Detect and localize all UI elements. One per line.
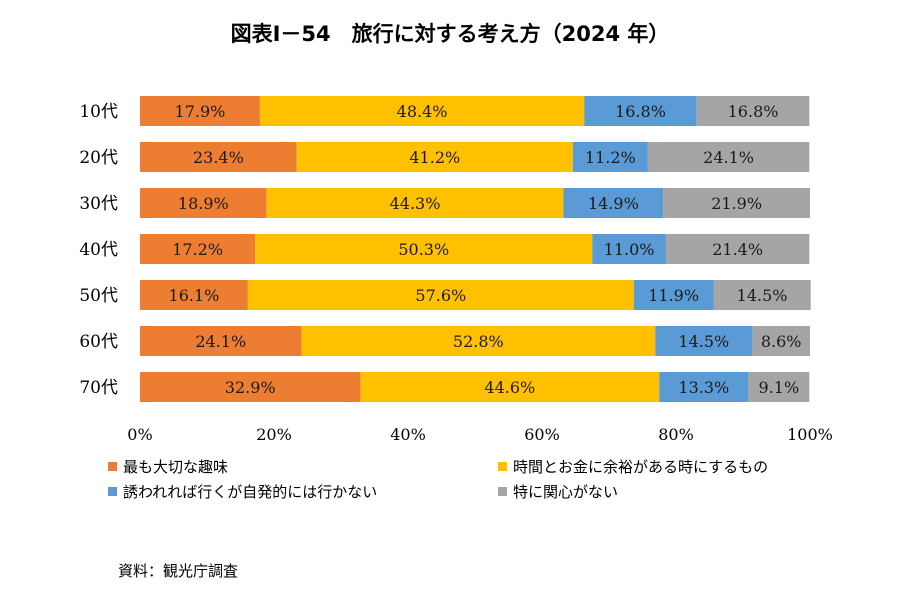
bar-segment <box>696 96 810 126</box>
legend: 最も大切な趣味 時間とお金に余裕がある時にするもの誘われれば行くが自発的には行かな… <box>108 456 868 502</box>
bar-segment <box>655 326 753 356</box>
legend-label: 特に関心がない <box>513 483 619 501</box>
data-label: 21.9% <box>711 194 762 213</box>
data-label: 21.4% <box>712 240 763 259</box>
stacked-bar-chart: 17.9% 48.4% 16.8% 16.8% 23.4% 41.2% 11.2% 24.1%… <box>79 96 833 444</box>
legend-item: 特に関心がない <box>498 481 868 502</box>
category-label: 10代 <box>79 102 118 122</box>
data-label: 44.6% <box>484 378 535 397</box>
bar-segment <box>140 280 248 310</box>
bar-segment <box>633 280 714 310</box>
data-label: 17.9% <box>175 102 226 121</box>
bar-segment <box>140 372 361 402</box>
category-label: 60代 <box>79 332 118 352</box>
category-label: 30代 <box>79 194 118 214</box>
data-label: 24.1% <box>195 332 246 351</box>
bar-segment <box>752 326 810 356</box>
bar-segment <box>713 280 811 310</box>
x-tick-label: 80% <box>658 425 694 444</box>
x-tick-label: 0% <box>127 425 152 444</box>
data-label: 17.2% <box>172 240 223 259</box>
data-label: 14.5% <box>737 286 788 305</box>
bar-segment <box>659 372 749 402</box>
data-label: 16.1% <box>169 286 220 305</box>
legend-item: 時間とお金に余裕がある時にするもの <box>498 456 868 477</box>
data-label: 13.3% <box>678 378 729 397</box>
data-label: 11.0% <box>604 240 655 259</box>
x-tick-labels: 0% 20% 40% 60% 80% 100% <box>127 425 833 444</box>
x-tick-label: 100% <box>787 425 833 444</box>
bar-segment <box>259 96 585 126</box>
bar-segment <box>665 234 810 264</box>
bar-segment <box>140 96 260 126</box>
bar-segment <box>140 326 302 356</box>
data-label: 18.9% <box>178 194 229 213</box>
legend-item: 最も大切な趣味 <box>108 456 498 477</box>
x-tick-label: 40% <box>390 425 426 444</box>
data-label: 14.5% <box>678 332 729 351</box>
bar-segment <box>647 142 810 172</box>
bar-segment <box>140 142 297 172</box>
x-tick-label: 20% <box>256 425 292 444</box>
category-labels: 10代 20代 30代 40代 50代 60代 70代 <box>79 102 118 398</box>
legend-label: 時間とお金に余裕がある時にするもの <box>513 458 769 476</box>
data-label: 52.8% <box>453 332 504 351</box>
data-label: 23.4% <box>193 148 244 167</box>
data-label: 14.9% <box>588 194 639 213</box>
legend-label: 誘われれば行くが自発的には行かない <box>123 483 378 501</box>
data-label: 8.6% <box>761 332 802 351</box>
bar-segment <box>663 188 810 218</box>
data-label: 50.3% <box>398 240 449 259</box>
data-label: 16.8% <box>728 102 779 121</box>
data-label: 57.6% <box>415 286 466 305</box>
data-label: 32.9% <box>225 378 276 397</box>
data-label: 48.4% <box>397 102 448 121</box>
bar-segment <box>592 234 666 264</box>
category-label: 20代 <box>79 148 118 168</box>
legend-label: 最も大切な趣味 <box>123 458 229 476</box>
legend-swatch <box>498 487 507 496</box>
x-tick-label: 60% <box>524 425 560 444</box>
category-label: 70代 <box>79 378 118 398</box>
bar-segment <box>247 280 634 310</box>
data-label: 41.2% <box>409 148 460 167</box>
category-label: 50代 <box>79 286 118 306</box>
bar-segment <box>748 372 810 402</box>
bar-segment <box>563 188 664 218</box>
data-label: 44.3% <box>390 194 441 213</box>
data-label: 11.9% <box>648 286 699 305</box>
category-label: 40代 <box>79 240 118 260</box>
legend-swatch <box>108 487 117 496</box>
bar-segment <box>140 188 267 218</box>
bar-segment <box>584 96 697 126</box>
bar-segment <box>301 326 656 356</box>
bar-segment <box>140 234 256 264</box>
bar-segment <box>266 188 564 218</box>
legend-swatch <box>498 462 507 471</box>
source-note: 資料：観光庁調査 <box>118 562 239 580</box>
chart-title: 図表Ⅰ－54 旅行に対する考え方（2024 年） <box>230 22 670 46</box>
legend-swatch <box>108 462 117 471</box>
bar-segment <box>572 142 648 172</box>
data-label: 16.8% <box>615 102 666 121</box>
bar-segment <box>360 372 660 402</box>
data-label: 24.1% <box>703 148 754 167</box>
data-label: 9.1% <box>759 378 800 397</box>
bar-segment <box>255 234 593 264</box>
bar-segment <box>296 142 573 172</box>
legend-item: 誘われれば行くが自発的には行かない <box>108 481 498 502</box>
bars-group: 17.9% 48.4% 16.8% 16.8% 23.4% 41.2% 11.2% 24.1%… <box>140 96 811 402</box>
data-label: 11.2% <box>585 148 636 167</box>
